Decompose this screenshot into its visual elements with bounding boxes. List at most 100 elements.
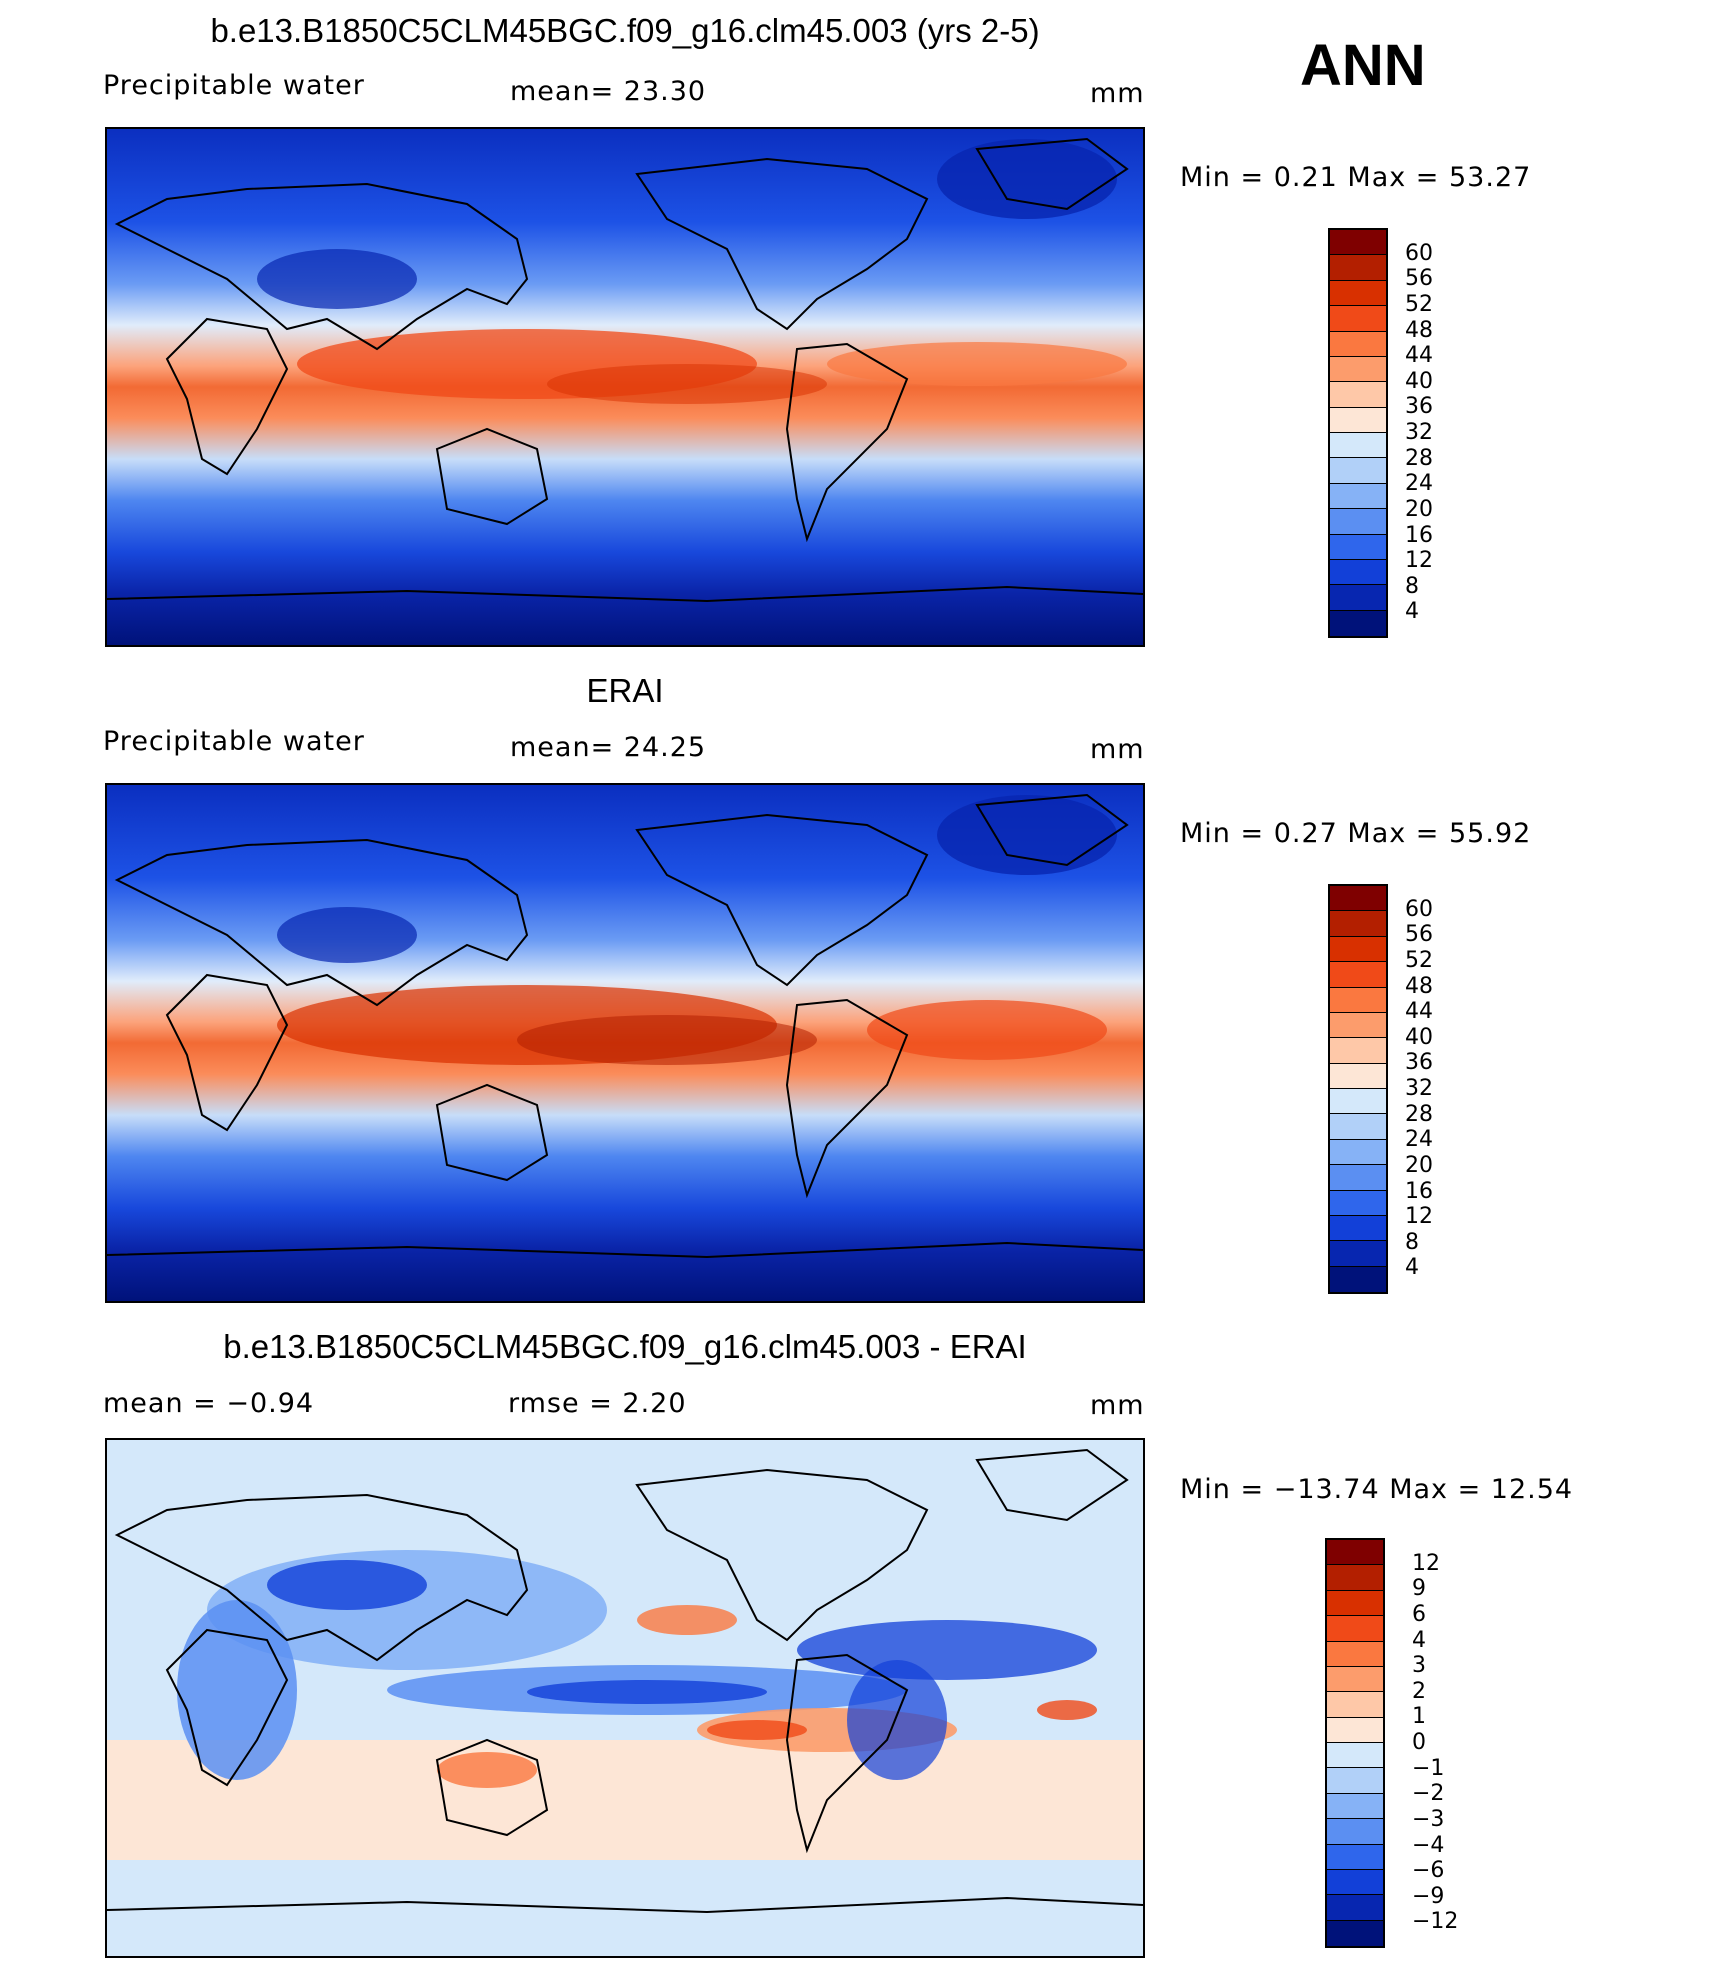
panel-2-title: ERAI xyxy=(586,672,664,709)
colorbar-tick-label: 36 xyxy=(1405,394,1433,420)
colorbar-tick-label: −4 xyxy=(1412,1832,1445,1858)
colorbar-segment xyxy=(1327,1641,1383,1667)
colorbar-tick-label: −6 xyxy=(1412,1858,1445,1884)
colorbar-segment xyxy=(1330,1063,1386,1089)
colorbar-tick-label: 52 xyxy=(1405,291,1433,317)
colorbar-tick-label: 56 xyxy=(1405,266,1433,292)
panel-2-variable-label: Precipitable water xyxy=(103,726,365,757)
colorbar-segment xyxy=(1330,255,1386,281)
colorbar-segment xyxy=(1330,911,1386,937)
colorbar-tick-label: 1 xyxy=(1412,1704,1426,1730)
colorbar-segment xyxy=(1330,1038,1386,1064)
colorbar-tick-label: 56 xyxy=(1405,922,1433,948)
colorbar-segment xyxy=(1327,1565,1383,1591)
colorbar-tick-label: 48 xyxy=(1405,317,1433,343)
panel-2-units: mm xyxy=(1090,734,1145,765)
colorbar-segment xyxy=(1330,1012,1386,1039)
colorbar-segment xyxy=(1330,559,1386,586)
colorbar-tick-label: 44 xyxy=(1405,999,1433,1025)
colorbar-segment xyxy=(1327,1590,1383,1617)
colorbar-segment xyxy=(1327,1616,1383,1642)
colorbar-tick-label: 20 xyxy=(1405,1152,1433,1178)
colorbar-tick-label: 28 xyxy=(1405,445,1433,471)
colorbar-tick-label: 9 xyxy=(1412,1576,1426,1602)
colorbar-segment xyxy=(1330,1190,1386,1216)
colorbar-tick-label: 3 xyxy=(1412,1653,1426,1679)
colorbar-segment xyxy=(1330,534,1386,560)
panel-3-mean-label: mean = −0.94 xyxy=(103,1388,315,1419)
colorbar-tick-label: 8 xyxy=(1405,1229,1419,1255)
colorbar-segment xyxy=(1327,1844,1383,1870)
panel-1-minmax: Min = 0.21 Max = 53.27 xyxy=(1180,162,1532,193)
colorbar-tick-label: 12 xyxy=(1405,1204,1433,1230)
colorbar-tick-label: 44 xyxy=(1405,343,1433,369)
colorbar-tick-label: 12 xyxy=(1405,548,1433,574)
colorbar-segment xyxy=(1330,1241,1386,1267)
panel-1-variable-label: Precipitable water xyxy=(103,70,365,101)
colorbar-tick-label: 4 xyxy=(1405,599,1419,625)
panel-3-units: mm xyxy=(1090,1390,1145,1421)
colorbar-segment xyxy=(1327,1768,1383,1794)
colorbar-tick-label: 40 xyxy=(1405,368,1433,394)
colorbar-segment xyxy=(1330,987,1386,1013)
colorbar-segment xyxy=(1330,356,1386,383)
colorbar-segment xyxy=(1330,1165,1386,1191)
colorbar-segment xyxy=(1327,1895,1383,1921)
colorbar-segment xyxy=(1330,962,1386,988)
colorbar-tick-label: 12 xyxy=(1412,1550,1440,1576)
colorbar-tick-label: 28 xyxy=(1405,1101,1433,1127)
panel-2-colorbar xyxy=(1328,884,1388,1294)
colorbar-tick-label: 48 xyxy=(1405,973,1433,999)
colorbar-tick-label: −3 xyxy=(1412,1806,1445,1832)
colorbar-segment xyxy=(1330,382,1386,408)
colorbar-tick-label: 24 xyxy=(1405,1127,1433,1153)
panel-1-colorbar xyxy=(1328,228,1388,638)
panel-1-units: mm xyxy=(1090,78,1145,109)
panel-3-title: b.e13.B1850C5CLM45BGC.f09_g16.clm45.003 … xyxy=(223,1328,1027,1365)
colorbar-segment xyxy=(1327,1793,1383,1820)
colorbar-tick-label: 16 xyxy=(1405,522,1433,548)
colorbar-segment xyxy=(1330,1089,1386,1115)
panel-2-map xyxy=(105,783,1145,1303)
colorbar-segment xyxy=(1327,1869,1383,1896)
colorbar-tick-label: 6 xyxy=(1412,1601,1426,1627)
colorbar-tick-label: 24 xyxy=(1405,471,1433,497)
colorbar-segment xyxy=(1330,483,1386,510)
colorbar-segment xyxy=(1330,509,1386,535)
colorbar-segment xyxy=(1330,1266,1386,1292)
panel-1-map xyxy=(105,127,1145,647)
colorbar-segment xyxy=(1330,433,1386,459)
colorbar-segment xyxy=(1330,585,1386,611)
colorbar-tick-label: 4 xyxy=(1412,1627,1426,1653)
season-label: ANN xyxy=(1300,33,1426,98)
colorbar-segment xyxy=(1330,1114,1386,1140)
colorbar-segment xyxy=(1330,1215,1386,1242)
panel-3-map xyxy=(105,1438,1145,1958)
colorbar-segment xyxy=(1330,331,1386,357)
colorbar-tick-label: 52 xyxy=(1405,947,1433,973)
panel-2-minmax: Min = 0.27 Max = 55.92 xyxy=(1180,818,1532,849)
colorbar-segment xyxy=(1330,280,1386,307)
colorbar-tick-label: 20 xyxy=(1405,496,1433,522)
colorbar-segment xyxy=(1327,1920,1383,1946)
colorbar-tick-label: 36 xyxy=(1405,1050,1433,1076)
colorbar-segment xyxy=(1330,407,1386,433)
colorbar-tick-label: −12 xyxy=(1412,1909,1459,1935)
colorbar-tick-label: 32 xyxy=(1405,1076,1433,1101)
colorbar-segment xyxy=(1330,1139,1386,1166)
colorbar-segment xyxy=(1330,230,1386,256)
colorbar-tick-label: 60 xyxy=(1405,240,1433,266)
colorbar-tick-label: −9 xyxy=(1412,1883,1445,1909)
panel-3-colorbar xyxy=(1325,1538,1385,1948)
colorbar-segment xyxy=(1330,306,1386,332)
colorbar-tick-label: 40 xyxy=(1405,1024,1433,1050)
colorbar-segment xyxy=(1330,936,1386,963)
colorbar-segment xyxy=(1327,1819,1383,1845)
colorbar-segment xyxy=(1327,1540,1383,1566)
colorbar-segment xyxy=(1330,610,1386,636)
colorbar-segment xyxy=(1327,1692,1383,1718)
colorbar-tick-label: 16 xyxy=(1405,1178,1433,1204)
panel-2-mean-label: mean= 24.25 xyxy=(510,732,707,763)
panel-3-rmse-label: rmse = 2.20 xyxy=(508,1388,687,1419)
colorbar-tick-label: 8 xyxy=(1405,573,1419,599)
